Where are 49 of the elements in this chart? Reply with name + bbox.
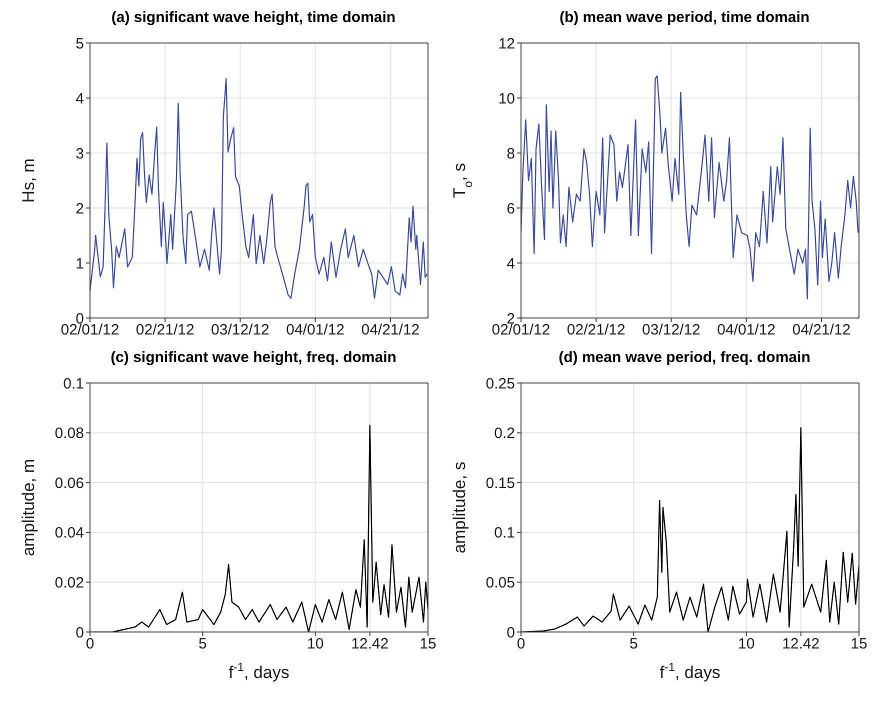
chart-title: (d) mean wave period, freq. domain <box>558 349 810 366</box>
x-tick-label: 5 <box>198 636 207 653</box>
y-tick-label: 12 <box>498 35 515 52</box>
y-tick-label: 0.1 <box>494 524 515 542</box>
x-tick-label: 10 <box>738 636 755 653</box>
line-series <box>521 75 859 300</box>
y-tick-label: 0 <box>506 624 515 642</box>
y-tick-label: 0.02 <box>54 574 84 592</box>
x-tick-label: 03/12/12 <box>642 322 700 339</box>
x-tick-label: 04/21/12 <box>361 322 420 339</box>
x-tick-label: 15 <box>420 636 436 653</box>
chart-title: (a) significant wave height, time domain <box>111 9 396 26</box>
x-tick-label: 02/21/12 <box>566 322 626 339</box>
x-tick-label: 10 <box>306 636 324 653</box>
x-tick-label: 04/01/12 <box>717 322 776 339</box>
y-tick-label: 8 <box>506 145 515 162</box>
x-tick-label: 5 <box>629 636 638 653</box>
x-tick-label: 12.42 <box>351 636 389 653</box>
x-tick-label: 15 <box>850 636 868 653</box>
x-tick-label: 02/21/12 <box>136 322 194 339</box>
y-tick-label: 5 <box>76 35 84 52</box>
x-axis-title: f$^{-1}$, days <box>660 660 720 682</box>
y-tick-label: 10 <box>498 90 515 108</box>
y-tick-label: 0.2 <box>494 425 515 442</box>
x-tick-label: 12.42 <box>782 636 820 653</box>
y-axis-title: amplitude, m <box>19 458 38 556</box>
y-tick-label: 2 <box>76 200 84 218</box>
y-axis-title: amplitude, s <box>450 462 469 554</box>
y-tick-label: 4 <box>76 90 84 108</box>
y-axis-title: Hs, m <box>19 158 38 203</box>
y-tick-label: 0.15 <box>486 474 515 492</box>
y-tick-label: 3 <box>76 145 84 162</box>
x-tick-label: 03/12/12 <box>211 322 270 339</box>
y-tick-label: 0 <box>76 624 84 642</box>
y-tick-label: 1 <box>76 255 84 272</box>
y-tick-label: 0.05 <box>486 574 515 592</box>
y-tick-label: 0.04 <box>54 524 84 542</box>
y-tick-label: 0.1 <box>63 375 84 392</box>
chart-title: (b) mean wave period, time domain <box>559 9 810 26</box>
x-axis-title: f$^{-1}$, days <box>228 660 290 682</box>
y-tick-label: 0.06 <box>54 474 84 492</box>
x-tick-label: 04/01/12 <box>286 322 345 339</box>
y-tick-label: 0.08 <box>54 425 84 442</box>
y-tick-label: 6 <box>506 200 515 218</box>
x-tick-label: 04/21/12 <box>792 322 851 339</box>
line-series <box>90 78 428 299</box>
y-tick-label: 4 <box>506 255 515 272</box>
y-tick-label: 0.25 <box>486 375 515 392</box>
chart-title: (c) significant wave height, freq. domain <box>110 349 396 366</box>
